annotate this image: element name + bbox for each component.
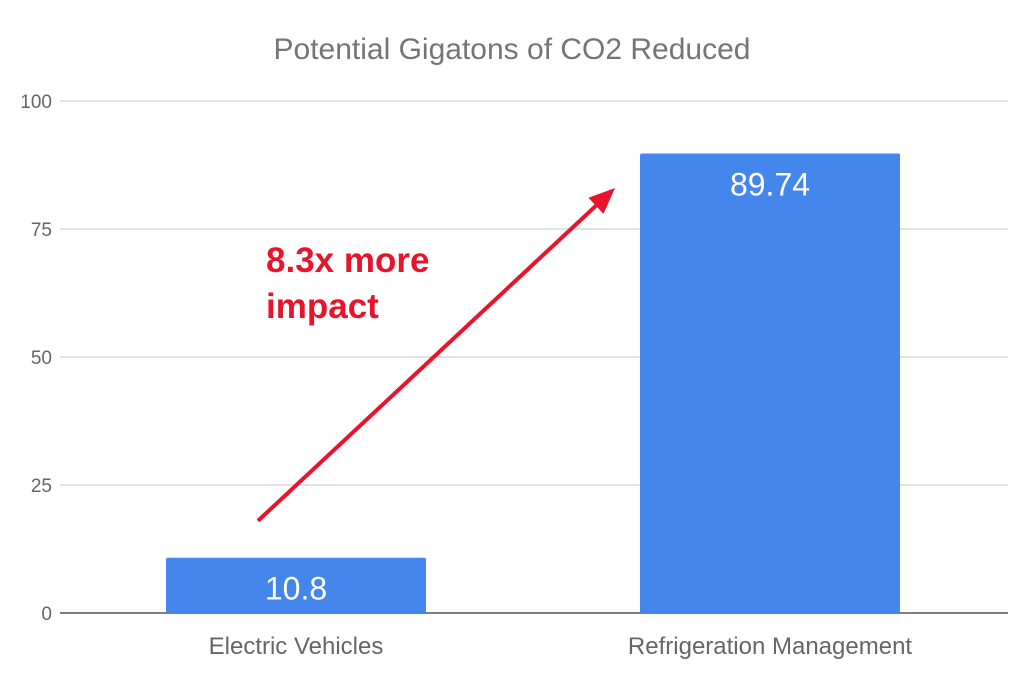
y-tick-label: 0 <box>41 604 52 625</box>
data-label: 89.74 <box>730 167 810 203</box>
data-label: 10.8 <box>265 571 327 607</box>
arrowhead-icon <box>588 188 615 214</box>
y-tick-label: 100 <box>20 92 52 113</box>
y-tick-label: 50 <box>31 348 52 369</box>
x-tick-label: Refrigeration Management <box>628 633 912 660</box>
annotation-arrow <box>256 204 598 523</box>
chart-title: Potential Gigatons of CO2 Reduced <box>274 33 751 66</box>
bar <box>166 557 426 613</box>
y-tick-label: 75 <box>31 220 52 241</box>
bar <box>640 153 900 614</box>
y-tick-label: 25 <box>31 476 52 497</box>
x-tick-label: Electric Vehicles <box>209 633 384 660</box>
annotation-text: 8.3x more <box>266 241 429 280</box>
annotation-text: impact <box>266 287 379 326</box>
